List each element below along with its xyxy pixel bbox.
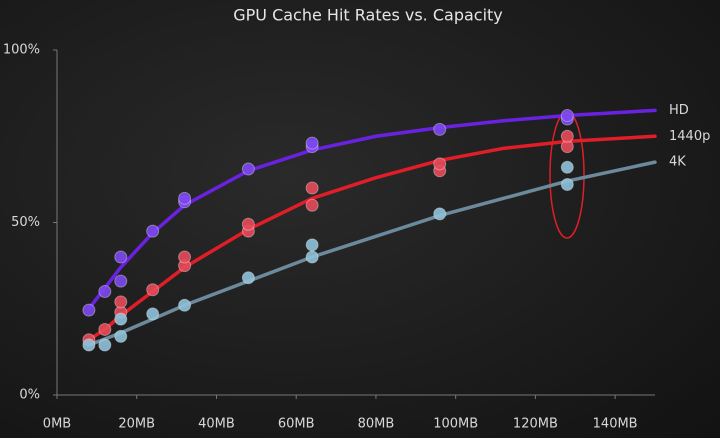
data-point [433, 207, 447, 221]
legend-label: 1440p [669, 129, 710, 144]
data-point [560, 129, 574, 143]
data-point [433, 122, 447, 136]
data-point [241, 217, 255, 231]
x-tick-label: 80MB [358, 417, 395, 432]
legend-label: HD [669, 103, 689, 118]
data-point [305, 136, 319, 150]
x-tick-label: 40MB [198, 417, 235, 432]
data-point [114, 250, 128, 264]
x-tick-label: 0MB [43, 417, 71, 432]
data-point [305, 198, 319, 212]
x-tick-label: 100MB [433, 417, 478, 432]
x-tick-label: 120MB [513, 417, 558, 432]
x-tick-label: 20MB [118, 417, 155, 432]
chart-title: GPU Cache Hit Rates vs. Capacity [233, 6, 503, 25]
data-point [178, 250, 192, 264]
data-point [114, 274, 128, 288]
data-point [178, 191, 192, 205]
x-tick-label: 140MB [593, 417, 638, 432]
data-point [241, 162, 255, 176]
data-point [146, 224, 160, 238]
data-point [146, 283, 160, 297]
data-point [305, 250, 319, 264]
data-point [98, 285, 112, 298]
legend-label: 4K [669, 155, 686, 170]
data-point [82, 303, 96, 317]
data-point [146, 307, 160, 321]
data-point [178, 298, 192, 312]
data-point [560, 178, 574, 192]
data-point [560, 109, 574, 123]
fit-line [87, 108, 657, 311]
data-point [433, 157, 447, 171]
data-point [241, 271, 255, 285]
data-point [560, 160, 574, 174]
data-point [305, 238, 319, 252]
y-tick-label: 100% [3, 43, 40, 58]
x-tick-label: 60MB [278, 417, 315, 432]
data-point [114, 329, 128, 343]
y-tick-label: 0% [19, 388, 40, 403]
data-point [82, 338, 96, 352]
data-point [114, 295, 128, 309]
y-tick-label: 50% [11, 215, 40, 230]
data-point [114, 312, 128, 326]
data-point [98, 322, 112, 336]
data-point [305, 181, 319, 195]
data-point [98, 338, 112, 352]
